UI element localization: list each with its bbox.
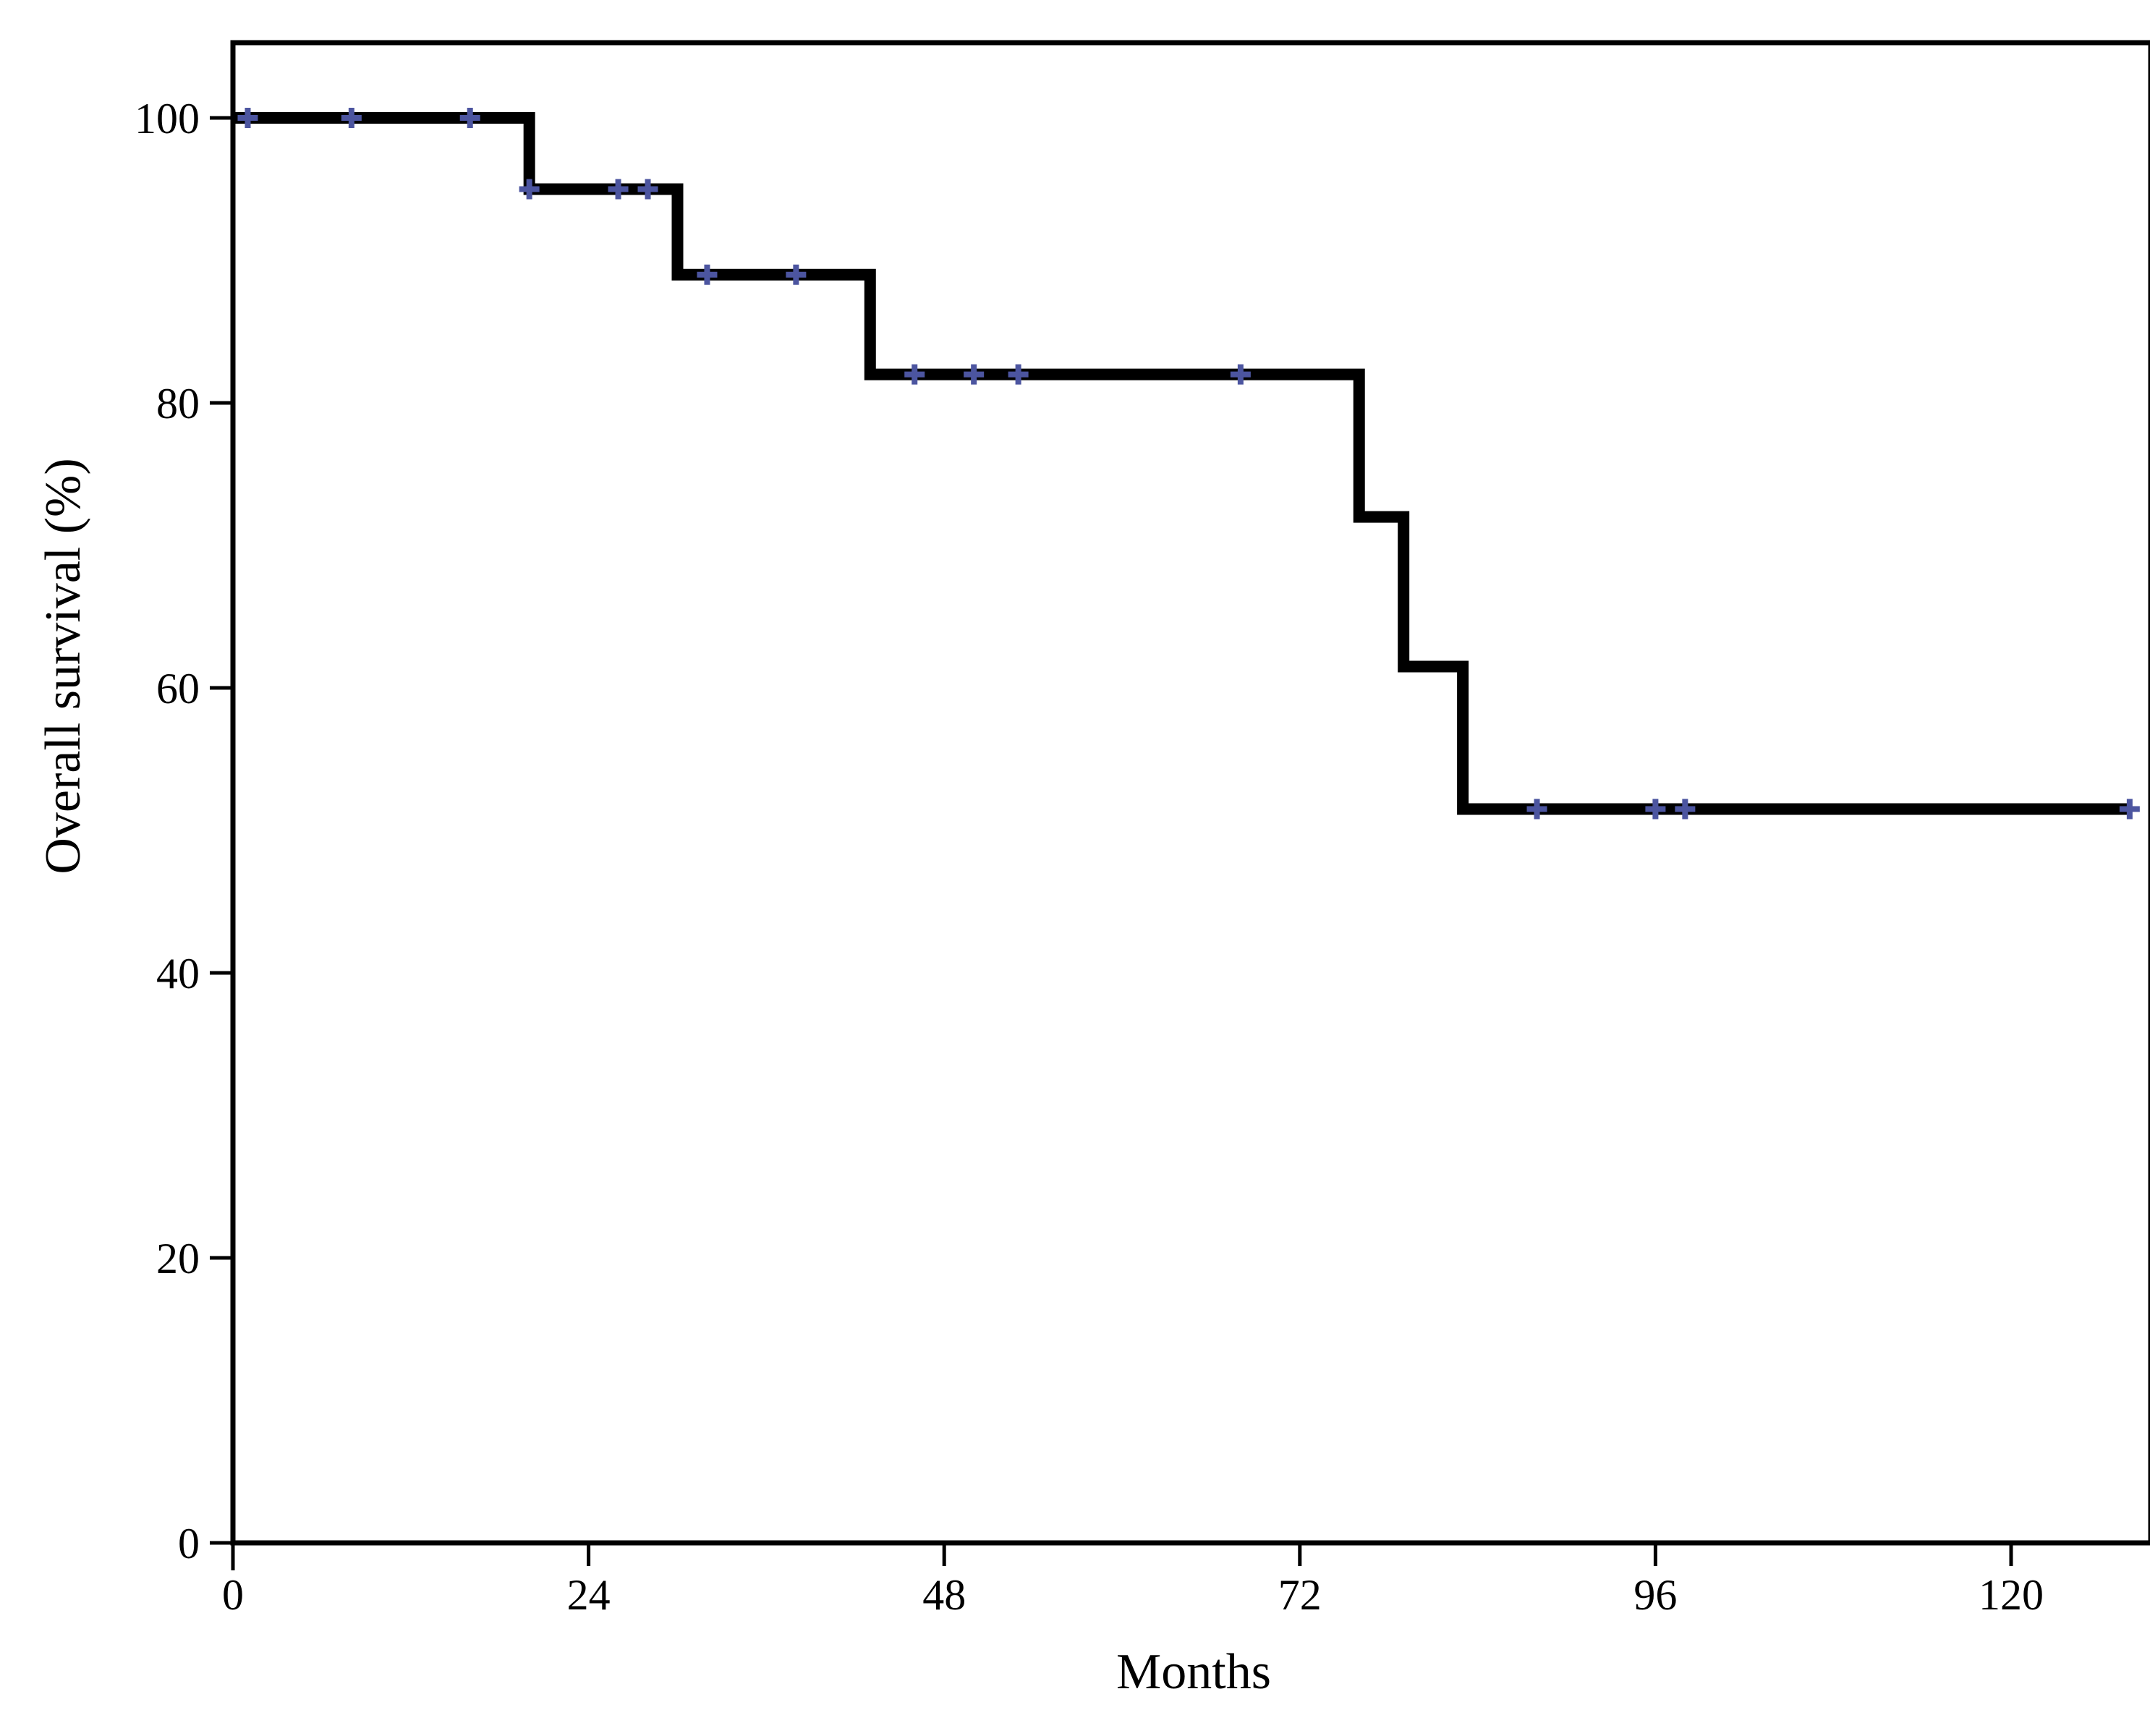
- censor-mark: [1008, 364, 1029, 385]
- x-axis-title: Months: [1116, 1644, 1271, 1700]
- y-tick-label: 40: [156, 950, 200, 997]
- x-tick-label: 120: [1979, 1571, 2044, 1619]
- censor-mark: [964, 364, 985, 385]
- censor-mark: [904, 364, 925, 385]
- survival-step-curve: [233, 112, 2130, 815]
- censor-mark: [237, 108, 258, 128]
- censor-mark: [1645, 799, 1666, 820]
- censor-mark: [608, 179, 629, 200]
- y-axis-title: Overall survival (%): [35, 458, 91, 874]
- x-tick-label: 48: [922, 1571, 966, 1619]
- censor-mark: [1526, 799, 1547, 820]
- y-tick-label: 20: [156, 1235, 200, 1282]
- y-tick-label: 0: [178, 1520, 200, 1567]
- survival-chart: 0 24 48 72 96 120 0 20 40 60 80 100 Months Overall …: [35, 40, 2150, 1700]
- plot-frame: [230, 40, 2150, 1546]
- x-tick-label: 24: [567, 1571, 611, 1619]
- censor-mark: [697, 264, 718, 285]
- censor-mark: [1675, 799, 1696, 820]
- censor-mark: [2119, 799, 2140, 820]
- y-tick-label: 80: [156, 380, 200, 427]
- censor-mark: [1230, 364, 1251, 385]
- censor-mark: [637, 179, 658, 200]
- censor-mark: [459, 108, 480, 128]
- y-tick-label: 60: [156, 665, 200, 712]
- x-tick-label: 0: [222, 1571, 244, 1619]
- x-tick-label: 96: [1633, 1571, 1677, 1619]
- censor-mark: [519, 179, 540, 200]
- y-tick-label: 100: [135, 95, 200, 142]
- plot-area: 0 24 48 72 96 120 0 20 40 60 80 100: [135, 40, 2150, 1619]
- censor-mark: [786, 264, 807, 285]
- x-tick-label: 72: [1278, 1571, 1322, 1619]
- censor-mark: [341, 108, 362, 128]
- km-survival-figure: 0 24 48 72 96 120 0 20 40 60 80 100 Months Overall …: [29, 12, 2150, 1724]
